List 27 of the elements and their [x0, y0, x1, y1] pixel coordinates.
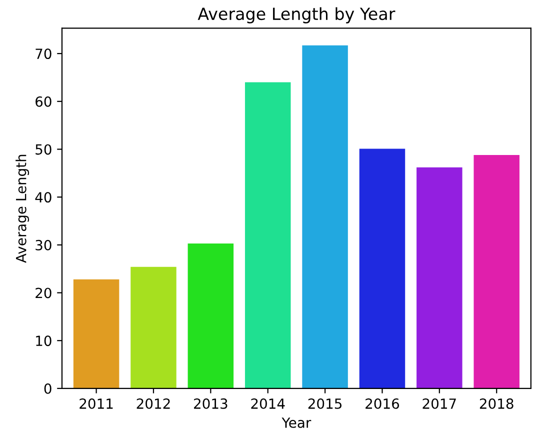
chart-title: Average Length by Year	[198, 7, 396, 24]
x-tick-label: 2011	[80, 398, 113, 409]
bar	[130, 266, 176, 388]
x-tick-label: 2014	[251, 398, 285, 409]
y-tick-label: 10	[36, 336, 52, 346]
y-tick-label: 50	[36, 144, 52, 155]
x-tick-label: 2017	[422, 398, 456, 409]
x-tick-label: 2015	[308, 398, 342, 409]
y-tick-label: 30	[36, 240, 52, 250]
y-tick-label: 0	[44, 383, 52, 394]
x-tick-label: 2013	[194, 398, 228, 409]
x-tick-label: 2012	[136, 398, 170, 409]
bar	[73, 279, 120, 388]
y-axis-title: Average Length	[16, 154, 30, 263]
bar	[416, 167, 462, 388]
x-axis-title: Year	[282, 418, 312, 428]
y-tick-label: 70	[36, 48, 52, 60]
y-tick-label: 60	[36, 96, 52, 107]
bar	[359, 148, 406, 388]
y-tick-label: 20	[36, 288, 52, 298]
x-tick-label: 2016	[366, 398, 400, 409]
bar	[244, 82, 291, 388]
y-tick-label: 40	[35, 192, 52, 203]
bar	[474, 154, 520, 388]
bar	[188, 243, 234, 388]
x-tick-label: 2018	[480, 398, 514, 409]
bar	[302, 45, 348, 388]
